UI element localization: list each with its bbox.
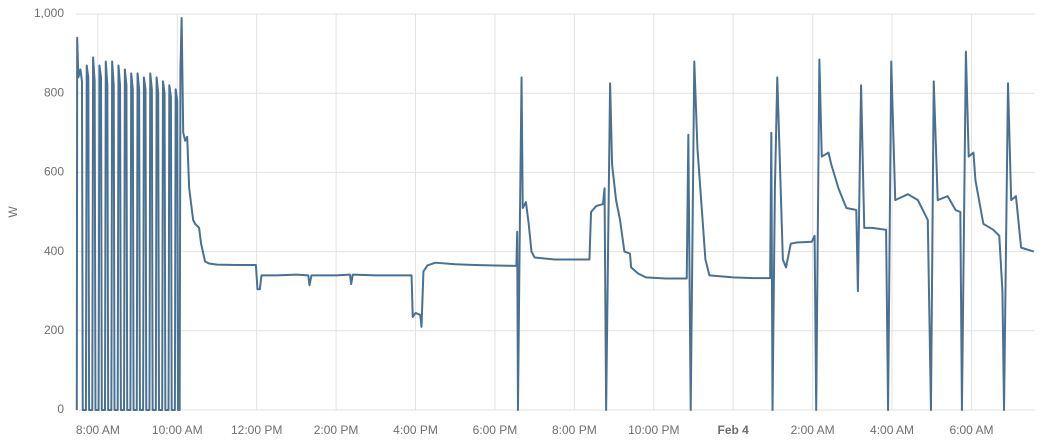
y-tick-label: 600 [44,165,64,179]
y-tick-label: 400 [44,244,64,258]
x-tick-label: 6:00 AM [949,423,993,437]
y-tick-label: 0 [57,402,64,416]
x-tick-label: 4:00 PM [393,423,438,437]
y-tick-label: 800 [44,85,64,99]
x-tick-label: 10:00 PM [628,423,679,437]
x-tick-label: 8:00 PM [552,423,597,437]
series-line [75,16,1035,411]
x-tick-label: 8:00 AM [76,423,120,437]
y-tick-label: 200 [44,323,64,337]
x-tick-label: 4:00 AM [870,423,914,437]
x-tick-label: 12:00 PM [231,423,282,437]
y-tick-label: 1,000 [34,6,64,20]
x-tick-label: 2:00 PM [314,423,359,437]
x-tick-label: 2:00 AM [791,423,835,437]
x-tick-label: 10:00 AM [152,423,203,437]
x-tick-label: 6:00 PM [473,423,518,437]
x-tick-label: Feb 4 [718,423,750,437]
y-axis-label: W [6,206,20,218]
